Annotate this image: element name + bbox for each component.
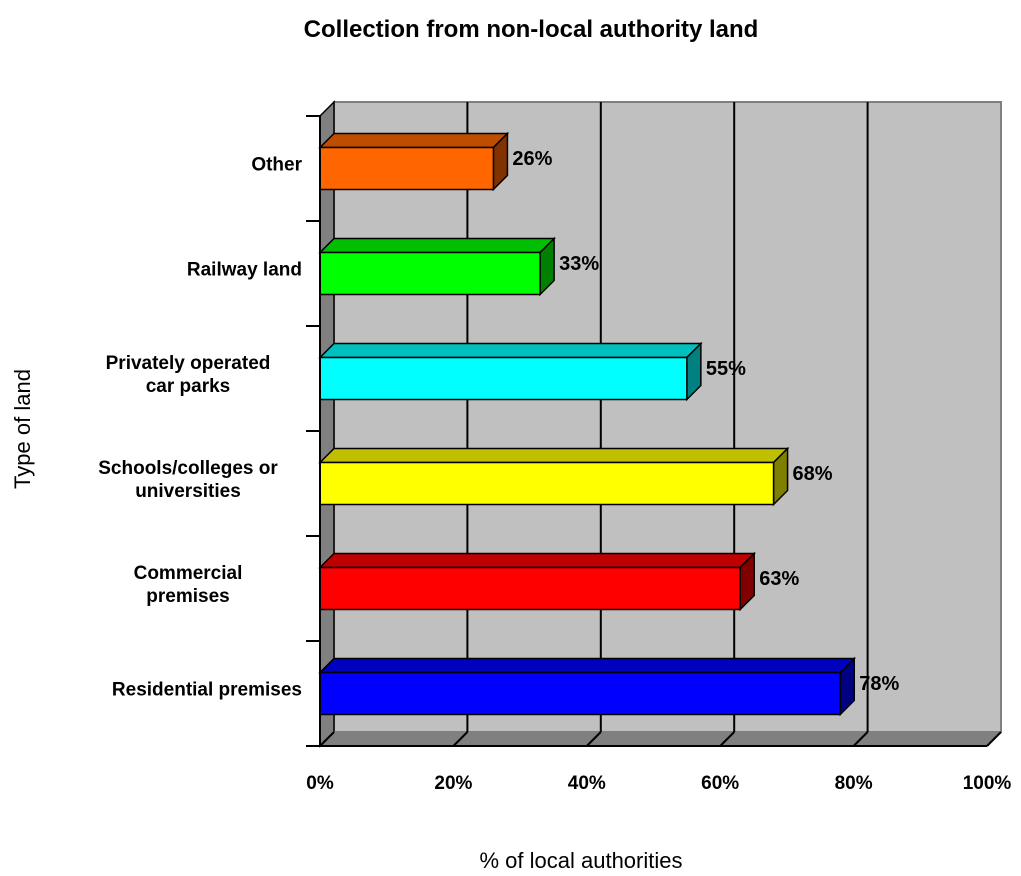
bar-top — [318, 552, 757, 569]
side-wall — [319, 100, 335, 748]
bar — [318, 446, 790, 507]
bar — [318, 236, 556, 297]
x-tick-label: 60% — [701, 773, 739, 794]
bar-front — [319, 566, 741, 611]
gridlines — [466, 102, 869, 732]
category-label: Railway land — [187, 260, 302, 281]
x-tick-label: 40% — [568, 773, 606, 794]
chart-title: Collection from non-local authority land — [304, 16, 759, 43]
bar — [318, 131, 510, 192]
data-labels: 78% 63% 68% 55% 33% 26% — [512, 148, 899, 695]
category-label: Privately operated car parks — [106, 353, 271, 397]
bar-front — [319, 146, 495, 191]
bar — [318, 656, 857, 717]
x-tick-mark — [719, 731, 735, 747]
x-tick-mark — [319, 731, 335, 747]
x-tick-labels: 0% 20% 40% 60% 80% 100% — [306, 773, 1011, 794]
category-label: Commercial premises — [134, 563, 243, 607]
x-tick-mark — [452, 731, 469, 747]
category-label: Schools/colleges or universities — [98, 458, 278, 502]
data-label: 33% — [559, 253, 599, 275]
data-label: 26% — [512, 148, 552, 170]
bar-top — [318, 237, 556, 254]
bar-front — [319, 671, 842, 716]
y-axis-title: Type of land — [10, 369, 35, 489]
x-tick-mark — [586, 731, 602, 747]
category-label: Residential premises — [112, 680, 302, 701]
x-tick-mark — [986, 731, 1002, 747]
bar-front — [319, 356, 688, 401]
bar-top — [318, 132, 510, 149]
bar — [318, 341, 703, 402]
data-label: 68% — [793, 463, 833, 485]
bar-top — [318, 447, 790, 464]
data-label: 63% — [759, 568, 799, 590]
data-label: 78% — [859, 673, 899, 695]
x-axis-title: % of local authorities — [480, 848, 683, 873]
plot-area — [318, 100, 1003, 748]
bar-front — [319, 251, 541, 296]
axes — [306, 115, 1002, 747]
floor — [318, 731, 1003, 747]
category-label: Other — [251, 155, 302, 176]
back-wall — [333, 101, 1002, 733]
bar-front — [319, 461, 775, 506]
x-tick-label: 0% — [306, 773, 334, 794]
category-labels: Residential premises Commercial premises Sc… — [98, 155, 302, 701]
bar-top — [318, 342, 703, 359]
x-tick-label: 100% — [963, 773, 1012, 794]
x-tick-mark — [852, 731, 869, 747]
bar-top — [318, 657, 857, 674]
x-tick-label: 80% — [835, 773, 873, 794]
bar — [318, 551, 757, 612]
data-label: 55% — [706, 358, 746, 380]
x-tick-label: 20% — [434, 773, 472, 794]
